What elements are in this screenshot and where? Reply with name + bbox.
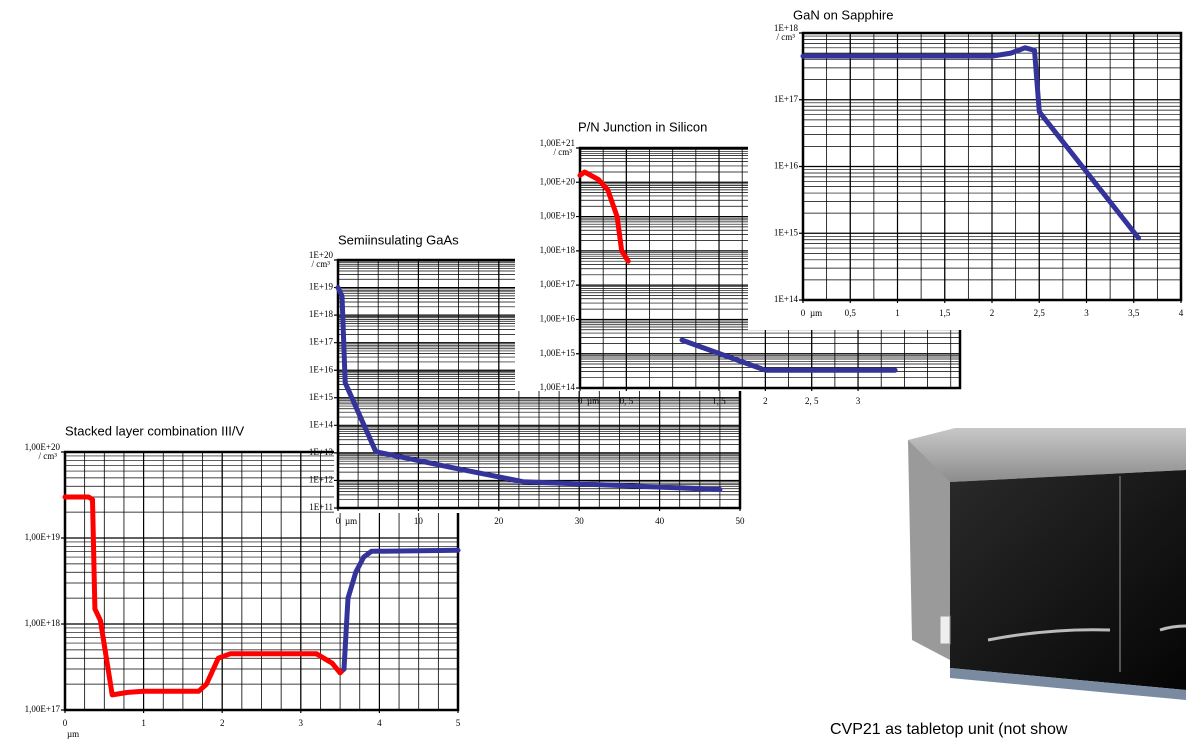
x-tick-label: 40 (655, 516, 665, 526)
y-tick-label: 1E+11 (309, 502, 333, 512)
x-tick-label: 2 (990, 308, 995, 318)
x-tick-label: 2, 5 (805, 396, 819, 406)
y-tick-label: 1,00E+15 (540, 348, 576, 358)
device-front (950, 470, 1186, 690)
y-unit-label: / cm³ (312, 259, 331, 269)
x-tick-label: 0 (801, 308, 806, 318)
x-tick-label: 0, 5 (620, 396, 634, 406)
x-tick-label: 50 (736, 516, 746, 526)
y-tick-label: 1,00E+16 (540, 313, 576, 323)
x-tick-label: 2,5 (1034, 308, 1046, 318)
y-tick-label: 1E+16 (309, 364, 334, 374)
x-tick-label: 1 (895, 308, 900, 318)
x-tick-label: 30 (575, 516, 585, 526)
y-tick-label: 1E+14 (774, 294, 799, 304)
y-tick-label: 1E+19 (309, 282, 334, 292)
y-tick-label: 1,00E+18 (540, 245, 576, 255)
y-tick-label: 1,00E+20 (540, 176, 576, 186)
y-tick-label: 1E+17 (309, 337, 334, 347)
chart-title: Semiinsulating GaAs (338, 232, 459, 247)
y-tick-label: 1,00E+19 (25, 532, 61, 542)
x-unit-label: µm (67, 729, 79, 739)
x-tick-label: 0 (63, 718, 68, 728)
x-tick-label: 0 (336, 516, 341, 526)
y-tick-label: 1E+15 (309, 392, 334, 402)
device-photo (908, 428, 1186, 700)
y-tick-label: 1,00E+19 (540, 211, 576, 221)
x-tick-label: 1 (141, 718, 146, 728)
y-tick-label: 1E+18 (309, 309, 334, 319)
x-unit-label: µm (345, 516, 357, 526)
chart-collage: 1,00E+20/ cm³1,00E+191,00E+181,00E+170µm… (0, 0, 1186, 740)
x-tick-label: 5 (456, 718, 461, 728)
x-tick-label: 2 (763, 396, 768, 406)
y-tick-label: 1E+14 (309, 419, 334, 429)
y-unit-label: / cm³ (777, 32, 796, 42)
y-tick-label: 1,00E+17 (25, 704, 61, 714)
x-tick-label: 1, 5 (712, 396, 726, 406)
x-tick-label: 0,5 (845, 308, 857, 318)
chart-title: GaN on Sapphire (793, 7, 893, 22)
chart-title: Stacked layer combination III/V (65, 423, 245, 438)
x-tick-label: 3 (1084, 308, 1089, 318)
x-tick-label: 10 (414, 516, 424, 526)
chart-title: P/N Junction in Silicon (578, 119, 707, 134)
y-unit-label: / cm³ (554, 147, 573, 157)
x-tick-label: 4 (377, 718, 382, 728)
x-tick-label: 20 (494, 516, 504, 526)
x-tick-label: 0 (578, 396, 583, 406)
x-tick-label: 1,5 (939, 308, 951, 318)
x-tick-label: 3 (299, 718, 304, 728)
y-tick-label: 1E+16 (774, 161, 799, 171)
y-tick-label: 1E+13 (309, 447, 334, 457)
caption: CVP21 as tabletop unit (not show (830, 721, 1068, 738)
x-unit-label: µm (587, 396, 599, 406)
page: 1,00E+20/ cm³1,00E+191,00E+181,00E+170µm… (0, 0, 1186, 740)
y-tick-label: 1,00E+17 (540, 279, 576, 289)
y-tick-label: 1,00E+18 (25, 618, 61, 628)
y-tick-label: 1E+15 (774, 227, 799, 237)
y-tick-label: 1,00E+14 (540, 382, 576, 392)
x-unit-label: µm (810, 308, 822, 318)
x-tick-label: 2 (220, 718, 225, 728)
x-tick-label: 3 (856, 396, 861, 406)
y-unit-label: / cm³ (39, 451, 58, 461)
chart-background (748, 0, 1186, 330)
y-tick-label: 1E+17 (774, 94, 799, 104)
x-tick-label: 3,5 (1128, 308, 1140, 318)
device-port (940, 616, 950, 644)
x-tick-label: 4 (1179, 308, 1184, 318)
y-tick-label: 1E+12 (309, 475, 333, 485)
